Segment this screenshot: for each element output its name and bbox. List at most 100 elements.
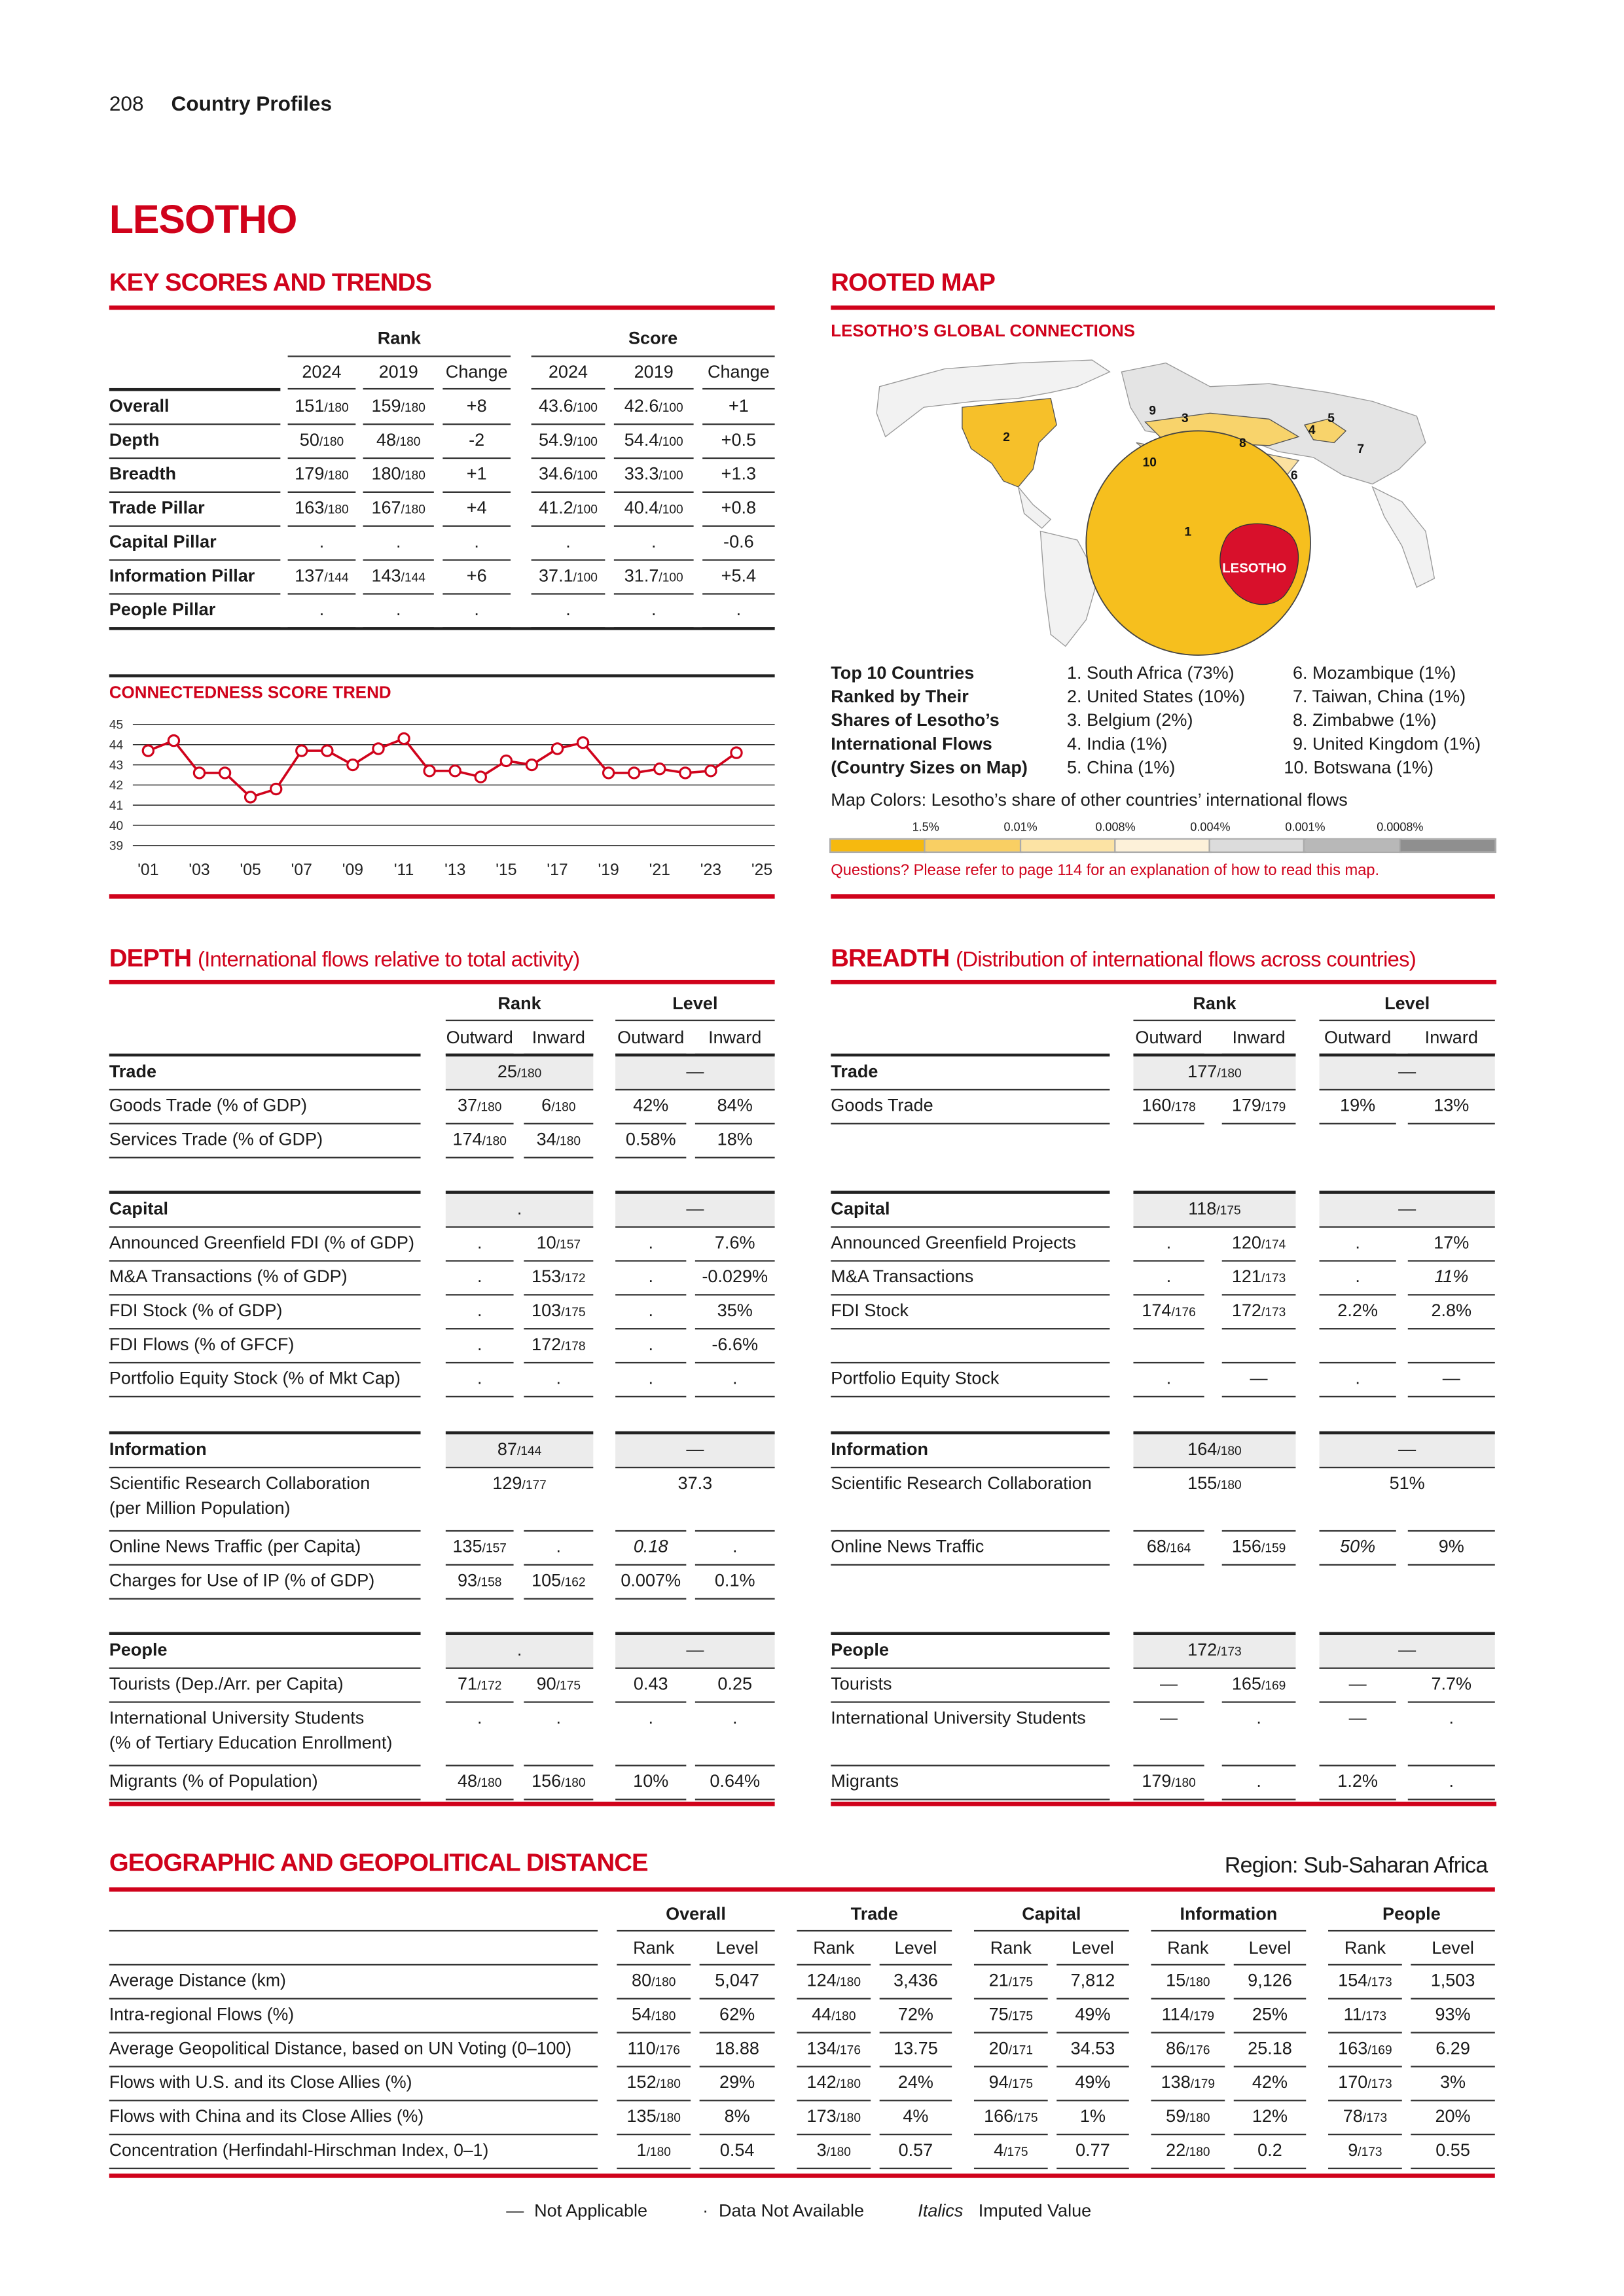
rank: 159 [371, 395, 401, 416]
value: — [1348, 1673, 1367, 1695]
row-label: Information Pillar [109, 565, 255, 586]
rule [831, 1799, 1110, 1801]
rank: 163 [1338, 2037, 1368, 2059]
rule [797, 2032, 871, 2034]
rule [797, 2134, 871, 2136]
rule [109, 1122, 421, 1124]
value: 1.2% [1337, 1770, 1378, 1791]
rank-cell: 22/180 [1145, 2138, 1231, 2163]
rule [109, 1294, 421, 1296]
rule [615, 1564, 687, 1566]
rank: 44 [812, 2003, 832, 2025]
row-label: Overall [109, 395, 170, 416]
value: . [1355, 1367, 1360, 1389]
map-label: LESOTHO [1222, 562, 1286, 576]
rule [797, 2100, 871, 2102]
rule [1221, 1260, 1296, 1262]
value: 0.64% [710, 1770, 761, 1791]
rank-cell: 142/180 [791, 2070, 876, 2095]
x-tick-label: '09 [342, 861, 363, 879]
rule [613, 593, 694, 595]
rule [1411, 2134, 1495, 2136]
column-header: Outward [446, 1027, 513, 1048]
rule [615, 1667, 775, 1669]
top10-item: 1. South Africa (73%) [1067, 662, 1235, 683]
rule [531, 491, 605, 493]
rank-cell: 4/175 [968, 2138, 1054, 2163]
map-subtitle: LESOTHO’S GLOBAL CONNECTIONS [831, 323, 1136, 341]
rule [879, 2100, 952, 2102]
value: . [477, 1300, 482, 1321]
rank: 172 [1231, 1300, 1261, 1321]
rank-of: /169 [1367, 2042, 1392, 2057]
rank-cell: 87/144 [446, 1437, 593, 1462]
rule [1319, 1395, 1396, 1398]
legend-text: Imputed Value [978, 2200, 1092, 2221]
value: +0.8 [721, 497, 757, 518]
value: . [1166, 1367, 1172, 1389]
top10-heading: Top 10 Countries [831, 662, 975, 683]
rule [831, 1667, 1110, 1669]
rank-cell: 114/179 [1145, 2002, 1231, 2027]
rank-of: /180 [561, 1775, 586, 1790]
rank-of: /100 [573, 501, 598, 517]
rank-cell: 37/180 [440, 1094, 520, 1119]
rule [445, 1799, 514, 1801]
rule [363, 387, 434, 390]
rule [363, 593, 434, 595]
rank-of: /180 [556, 1133, 581, 1149]
group-label: Capital [109, 1198, 169, 1219]
trend-point [474, 770, 487, 783]
trend-point [679, 766, 692, 780]
rank-of: /178 [1171, 1099, 1196, 1115]
rule [1133, 1431, 1296, 1434]
rule [1133, 1260, 1204, 1262]
rule [524, 1328, 594, 1330]
country-title: LESOTHO [109, 198, 297, 242]
row-label: M&A Transactions [831, 1266, 974, 1287]
value: 7.7% [1431, 1673, 1472, 1695]
rule [695, 1361, 775, 1364]
rank-cell: 40.4/100 [607, 496, 701, 521]
column-header: Level [1072, 1937, 1114, 1958]
rule [1233, 2032, 1307, 2034]
row-label: Portfolio Equity Stock [831, 1367, 1000, 1389]
value: 42% [1252, 2072, 1288, 2092]
rule [613, 387, 694, 390]
rule [695, 1530, 775, 1532]
row-label: Announced Greenfield FDI (% of GDP) [109, 1232, 414, 1253]
rank-cell: 172/178 [518, 1333, 599, 1357]
rank-cell: 105/162 [518, 1569, 599, 1594]
rank-cell: 33.3/100 [607, 462, 701, 487]
value: . [651, 531, 657, 552]
rule [1319, 1701, 1396, 1703]
y-tick-label: 45 [109, 719, 123, 732]
rank: 6 [541, 1094, 552, 1116]
rank-cell: 34.6/100 [524, 462, 612, 487]
rule [1133, 1361, 1204, 1364]
rank-cell: 166/175 [968, 2104, 1054, 2129]
rank-cell: 172/173 [1216, 1299, 1302, 1323]
landmass [1039, 530, 1099, 647]
rule [442, 525, 511, 527]
rank: 59 [1166, 2106, 1186, 2126]
rank: 180 [371, 463, 401, 484]
value: 18.88 [715, 2037, 759, 2059]
column-header: Outward [1135, 1027, 1202, 1048]
top10-item: 8. Zimbabwe (1%) [1292, 709, 1437, 730]
rule [695, 1701, 775, 1703]
row-label: International University Students (% of … [109, 1707, 393, 1753]
rule [109, 1564, 421, 1566]
rank-of: /173 [1362, 2008, 1387, 2023]
rule [831, 1260, 1110, 1262]
rule [973, 2032, 1048, 2034]
group-cell-bg [615, 1633, 775, 1668]
y-tick-label: 43 [109, 759, 123, 772]
column-header: Outward [1324, 1027, 1392, 1048]
rule [1328, 2066, 1402, 2068]
rank: 174 [452, 1128, 482, 1150]
page-number: 208 [109, 91, 144, 115]
value: 13.75 [893, 2037, 938, 2059]
rule [109, 894, 775, 899]
rule [109, 1701, 421, 1703]
